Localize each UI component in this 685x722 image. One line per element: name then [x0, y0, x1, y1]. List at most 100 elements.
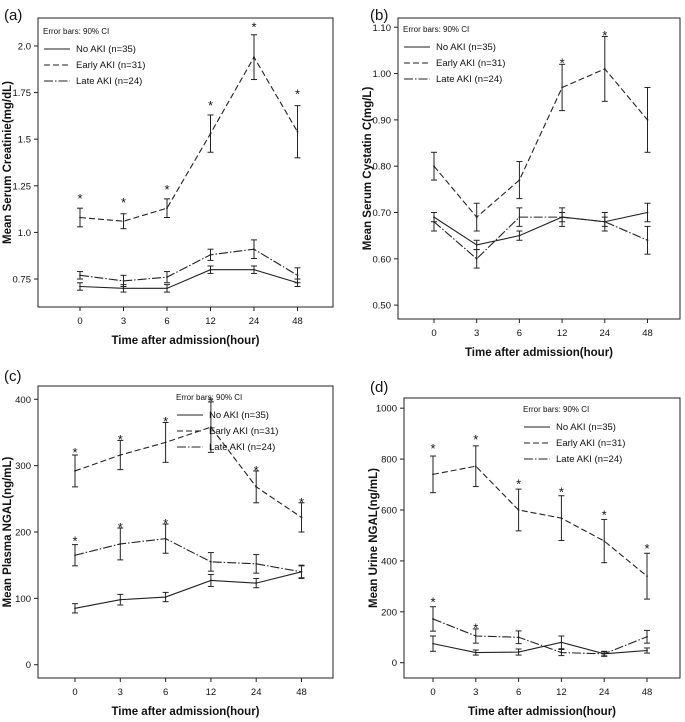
series-line: [432, 618, 648, 655]
significance-star: *: [163, 414, 168, 429]
y-tick-label: 800: [381, 455, 397, 466]
significance-star: *: [473, 621, 478, 636]
series-line: [79, 56, 298, 222]
data-point: [518, 179, 521, 181]
significance-star: *: [559, 484, 564, 499]
data-point: [119, 454, 122, 456]
y-tick-label: 1.0: [18, 228, 31, 239]
legend-label: No AKI (n=35): [76, 44, 136, 55]
panel-label: (b): [370, 7, 388, 24]
series-line: [433, 216, 648, 260]
y-tick-label: 0.60: [373, 254, 392, 265]
plot-frame: [397, 17, 681, 320]
significance-star: *: [72, 533, 77, 548]
legend-label: No AKI (n=35): [556, 422, 616, 433]
y-tick-label: 1.75: [13, 88, 32, 99]
data-point: [209, 253, 212, 256]
data-point: [432, 642, 434, 645]
significance-star: *: [254, 463, 259, 478]
x-tick-label: 12: [206, 687, 217, 698]
data-point: [561, 86, 563, 89]
data-point: [210, 579, 212, 582]
significance-star: *: [430, 595, 435, 610]
series-dashed: [431, 36, 651, 232]
data-point: [74, 470, 76, 472]
x-tick-label: 0: [430, 687, 435, 698]
legend: Error bars: 90% CI No AKI (n=35) Early AKI…: [43, 27, 145, 87]
series-dashdot: [430, 606, 650, 657]
data-point: [209, 132, 212, 135]
data-point: [603, 68, 606, 70]
x-tick-label: 6: [517, 328, 522, 339]
legend-label: No AKI (n=35): [209, 410, 269, 421]
significance-star: *: [118, 432, 123, 447]
significance-star: *: [77, 191, 82, 206]
significance-star: *: [602, 28, 607, 43]
data-point: [119, 598, 122, 601]
y-tick-label: 0.50: [373, 301, 392, 312]
series-line: [432, 641, 648, 655]
series-dashed: [430, 445, 650, 600]
data-point: [255, 485, 258, 488]
significance-star: *: [208, 98, 213, 113]
y-tick-label: 0: [26, 660, 31, 671]
data-point: [603, 220, 606, 223]
legend-label: Late AKI (n=24): [556, 454, 622, 465]
data-point: [166, 287, 168, 290]
data-point: [474, 465, 477, 468]
y-tick-label: 1.00: [373, 69, 392, 80]
plot-frame: [403, 397, 681, 679]
x-tick-label: 3: [118, 687, 123, 698]
series-dashed: [72, 401, 305, 533]
data-point: [164, 596, 167, 598]
data-point: [646, 635, 648, 638]
legend: Error bars: 90% CI No AKI (n=35) Early AKI…: [403, 25, 505, 85]
y-tick-label: 0.80: [373, 162, 392, 173]
data-point: [79, 274, 81, 277]
series-solid: [430, 635, 650, 657]
data-point: [122, 220, 125, 223]
data-point: [561, 216, 563, 219]
y-axis-title: Mean Serum Cystatin C(mg/L): [362, 87, 374, 251]
data-point: [119, 543, 122, 545]
series-dashed: [77, 34, 301, 230]
data-point: [253, 56, 255, 59]
legend-label: Early AKI (n=31): [436, 58, 505, 69]
y-tick-label: 0.75: [13, 275, 32, 286]
series-line: [74, 571, 302, 609]
x-tick-label: 6: [164, 316, 169, 327]
x-tick-label: 48: [642, 328, 653, 339]
data-point: [210, 560, 212, 563]
data-point: [432, 618, 434, 620]
panel-c: (c) 0 100 200 300 400 0 3 6 12 24 48 Time after admi…: [2, 368, 334, 718]
series-dashdot: [72, 523, 305, 579]
data-point: [79, 285, 81, 288]
x-tick-label: 6: [163, 687, 168, 698]
series-line: [433, 68, 648, 218]
x-tick-label: 12: [557, 328, 568, 339]
panel-label: (c): [4, 368, 22, 385]
panel-a: (a) 0.75 1.0 1.25 1.5 1.75 2.0 0 3 6 12 24 48 Time af…: [2, 7, 334, 347]
data-point: [560, 651, 563, 654]
y-tick-label: 0.70: [373, 208, 392, 219]
y-tick-label: 600: [381, 506, 397, 517]
x-axis-title: Time after admission(hour): [468, 706, 616, 718]
x-tick-label: 0: [72, 687, 77, 698]
panel-b: (b) 0.50 0.60 0.70 0.80 0.90 1.00 1.10 0 3 6 12 24 48…: [362, 7, 681, 359]
legend-title: Error bars: 90% CI: [176, 393, 242, 402]
significance-star: *: [516, 477, 521, 492]
data-point: [475, 257, 478, 260]
data-point: [296, 274, 299, 277]
data-point: [164, 441, 167, 444]
data-point: [517, 636, 520, 639]
y-axis-title: Mean Plasma NGAL(ng/mL): [2, 456, 14, 607]
legend: Error bars: 90% CI No AKI (n=35) Early AKI…: [176, 393, 278, 453]
y-tick-label: 200: [381, 607, 397, 618]
series-line: [79, 248, 298, 282]
significance-star: *: [560, 56, 565, 71]
data-point: [296, 130, 299, 133]
x-tick-label: 24: [599, 687, 610, 698]
y-tick-label: 1.25: [13, 181, 32, 192]
x-tick-label: 3: [473, 687, 478, 698]
data-point: [518, 216, 521, 219]
